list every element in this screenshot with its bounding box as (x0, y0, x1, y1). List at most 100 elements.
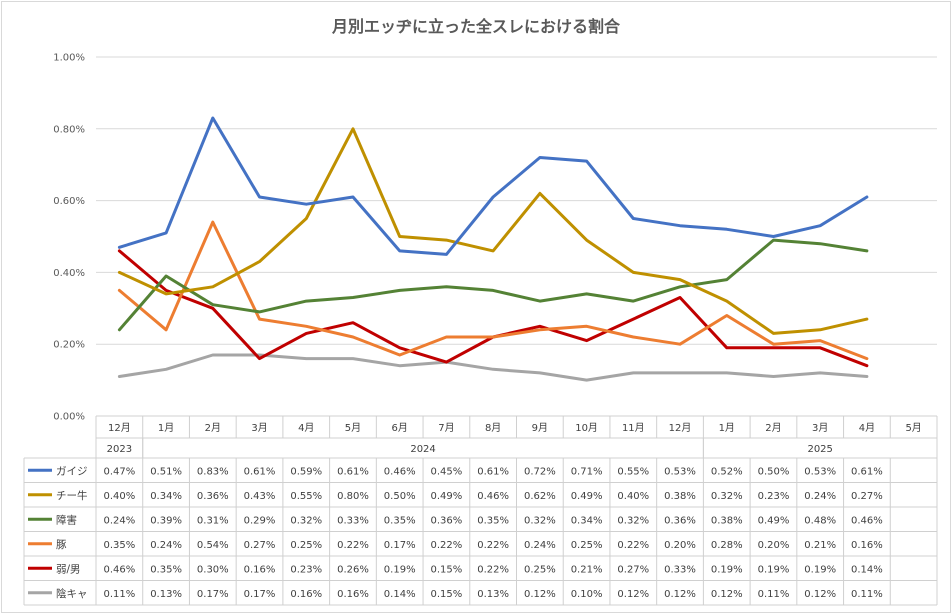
table-cell: 0.38% (664, 491, 696, 502)
year-label: 2025 (807, 444, 832, 455)
table-cell: 0.32% (711, 491, 743, 502)
table-cell: 0.43% (244, 491, 276, 502)
table-cell: 0.35% (477, 515, 509, 526)
table-cell: 0.13% (477, 589, 509, 600)
month-label: 1月 (719, 422, 735, 434)
table-cell: 0.11% (758, 589, 790, 600)
table-cell: 0.35% (150, 564, 182, 575)
y-tick-label: 1.00% (53, 53, 85, 64)
month-label: 1月 (158, 422, 174, 434)
table-cell: 0.36% (664, 515, 696, 526)
table-cell: 0.28% (711, 540, 743, 551)
table-cell: 0.50% (384, 491, 416, 502)
legend-label: 障害 (56, 513, 77, 526)
table-cell: 0.25% (524, 564, 556, 575)
table-cell: 0.11% (851, 589, 883, 600)
chart-title: 月別エッヂに立った全スレにおける割合 (331, 17, 621, 36)
month-label: 9月 (532, 422, 548, 434)
table-cell: 0.51% (150, 466, 182, 477)
table-cell: 0.49% (571, 491, 603, 502)
month-label: 3月 (251, 422, 267, 434)
table-cell: 0.45% (431, 466, 463, 477)
month-label: 3月 (812, 422, 828, 434)
table-cell: 0.20% (664, 540, 696, 551)
month-label: 7月 (438, 422, 454, 434)
table-cell: 0.46% (103, 564, 135, 575)
table-cell: 0.52% (711, 466, 743, 477)
table-cell: 0.12% (711, 589, 743, 600)
series-line (117, 353, 869, 382)
table-cell: 0.36% (431, 515, 463, 526)
table-cell: 0.22% (477, 564, 509, 575)
table-cell: 0.49% (431, 491, 463, 502)
table-cell: 0.35% (384, 515, 416, 526)
table-cell: 0.17% (384, 540, 416, 551)
table-cell: 0.22% (337, 540, 369, 551)
y-tick-label: 0.40% (53, 268, 85, 279)
month-label: 5月 (905, 422, 921, 434)
table-cell: 0.19% (384, 564, 416, 575)
table-cell: 0.59% (290, 466, 322, 477)
table-cell: 0.35% (103, 540, 135, 551)
table-cell: 0.24% (804, 491, 836, 502)
series-line (117, 116, 869, 256)
table-cell: 0.36% (197, 491, 229, 502)
table-cell: 0.22% (477, 540, 509, 551)
table-cell: 0.13% (150, 589, 182, 600)
table-cell: 0.12% (617, 589, 649, 600)
table-cell: 0.15% (431, 589, 463, 600)
table-cell: 0.31% (197, 515, 229, 526)
month-label: 11月 (622, 422, 645, 434)
table-cell: 0.26% (337, 564, 369, 575)
month-label: 8月 (485, 422, 501, 434)
table-cell: 0.61% (477, 466, 509, 477)
table-cell: 0.32% (617, 515, 649, 526)
table-cell: 0.19% (758, 564, 790, 575)
table-cell: 0.54% (197, 540, 229, 551)
table-cell: 0.23% (758, 491, 790, 502)
table-cell: 0.17% (244, 589, 276, 600)
table-cell: 0.14% (851, 564, 883, 575)
legend-label: 弱/男 (56, 563, 81, 575)
legend-label: チー牛 (56, 489, 88, 502)
table-cell: 0.40% (617, 491, 649, 502)
year-label: 2024 (410, 444, 435, 455)
table-cell: 0.24% (150, 540, 182, 551)
month-label: 4月 (859, 422, 875, 434)
table-cell: 0.12% (664, 589, 696, 600)
table-cell: 0.49% (758, 515, 790, 526)
table-cell: 0.14% (384, 589, 416, 600)
y-tick-label: 0.60% (53, 196, 85, 207)
table-cell: 0.19% (804, 564, 836, 575)
table-cell: 0.21% (571, 564, 603, 575)
table-cell: 0.22% (617, 540, 649, 551)
table-cell: 0.46% (851, 515, 883, 526)
table-cell: 0.39% (150, 515, 182, 526)
table-cell: 0.25% (571, 540, 603, 551)
y-axis: 0.00% 0.20% 0.40% 0.60% 0.80% 1.00% (53, 53, 85, 423)
table-cell: 0.34% (571, 515, 603, 526)
table-cell: 0.53% (804, 466, 836, 477)
table-cell: 0.55% (617, 466, 649, 477)
table-cell: 0.61% (851, 466, 883, 477)
table-cell: 0.23% (290, 564, 322, 575)
series-line (117, 238, 869, 332)
table-cell: 0.61% (337, 466, 369, 477)
data-table: 2023 2024 2025 12月 1月 2月 3月 4月 5月 6月 7月 8月 9月 10月 11月 1… (23, 415, 938, 606)
table-cell: 0.29% (244, 515, 276, 526)
table-cell: 0.83% (197, 466, 229, 477)
table-cell: 0.16% (851, 540, 883, 551)
table-cell: 0.80% (337, 491, 369, 502)
table-cell: 0.19% (711, 564, 743, 575)
month-label: 2月 (765, 422, 781, 434)
table-cell: 0.30% (197, 564, 229, 575)
table-cell: 0.20% (758, 540, 790, 551)
month-label: 12月 (669, 422, 692, 434)
legend-label: 陰キャ (56, 587, 88, 600)
table-cell: 0.27% (617, 564, 649, 575)
month-label: 2月 (205, 422, 221, 434)
table-cell: 0.24% (524, 540, 556, 551)
table-cell: 0.27% (244, 540, 276, 551)
